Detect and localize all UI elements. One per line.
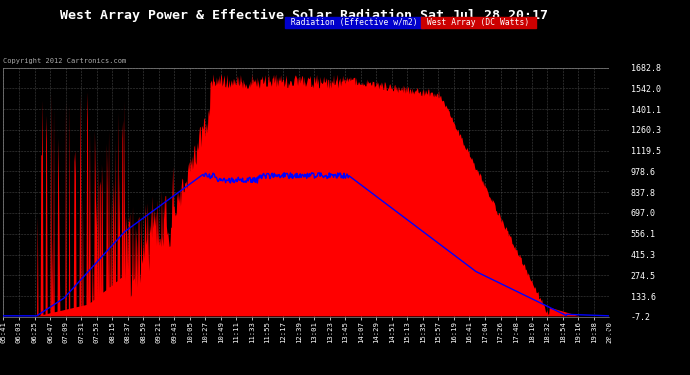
Text: Radiation (Effective w/m2): Radiation (Effective w/m2) xyxy=(286,18,423,27)
Text: West Array Power & Effective Solar Radiation Sat Jul 28 20:17: West Array Power & Effective Solar Radia… xyxy=(59,9,548,22)
Text: Copyright 2012 Cartronics.com: Copyright 2012 Cartronics.com xyxy=(3,58,127,64)
Text: West Array (DC Watts): West Array (DC Watts) xyxy=(422,18,534,27)
